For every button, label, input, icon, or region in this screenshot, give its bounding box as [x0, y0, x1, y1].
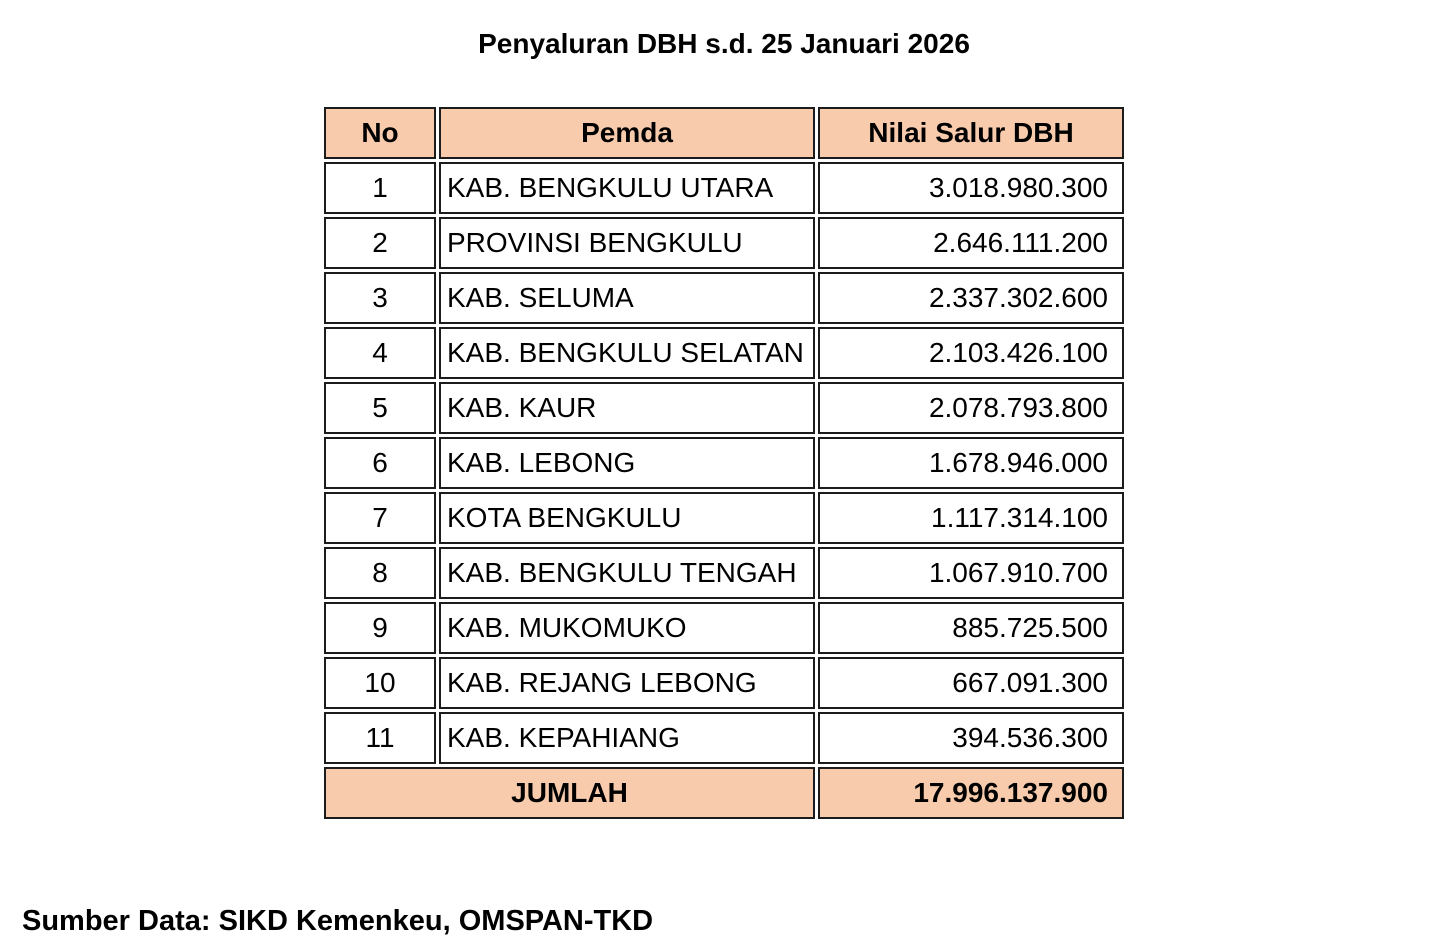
total-row: JUMLAH 17.996.137.900 [324, 767, 1124, 819]
cell-no: 9 [324, 602, 436, 654]
page-title: Penyaluran DBH s.d. 25 Januari 2026 [478, 28, 970, 59]
cell-no: 1 [324, 162, 436, 214]
cell-no: 7 [324, 492, 436, 544]
table-row: 7 KOTA BENGKULU 1.117.314.100 [324, 492, 1124, 544]
cell-nilai: 667.091.300 [818, 657, 1124, 709]
table-row: 8 KAB. BENGKULU TENGAH 1.067.910.700 [324, 547, 1124, 599]
table-row: 10 KAB. REJANG LEBONG 667.091.300 [324, 657, 1124, 709]
total-label: JUMLAH [324, 767, 815, 819]
table-row: 4 KAB. BENGKULU SELATAN 2.103.426.100 [324, 327, 1124, 379]
cell-pemda: KAB. REJANG LEBONG [439, 657, 815, 709]
table-header: No Pemda Nilai Salur DBH [324, 107, 1124, 159]
table-row: 1 KAB. BENGKULU UTARA 3.018.980.300 [324, 162, 1124, 214]
cell-pemda: KAB. LEBONG [439, 437, 815, 489]
cell-pemda: KAB. BENGKULU UTARA [439, 162, 815, 214]
cell-pemda: KAB. BENGKULU SELATAN [439, 327, 815, 379]
column-header-no: No [324, 107, 436, 159]
cell-pemda: KAB. KEPAHIANG [439, 712, 815, 764]
cell-pemda: KAB. KAUR [439, 382, 815, 434]
cell-no: 4 [324, 327, 436, 379]
column-header-nilai: Nilai Salur DBH [818, 107, 1124, 159]
cell-nilai: 2.103.426.100 [818, 327, 1124, 379]
cell-nilai: 394.536.300 [818, 712, 1124, 764]
cell-no: 11 [324, 712, 436, 764]
cell-nilai: 885.725.500 [818, 602, 1124, 654]
table-container: No Pemda Nilai Salur DBH 1 KAB. BENGKULU… [0, 104, 1448, 822]
cell-nilai: 1.678.946.000 [818, 437, 1124, 489]
cell-no: 5 [324, 382, 436, 434]
cell-pemda: KAB. MUKOMUKO [439, 602, 815, 654]
table-row: 9 KAB. MUKOMUKO 885.725.500 [324, 602, 1124, 654]
cell-nilai: 3.018.980.300 [818, 162, 1124, 214]
cell-pemda: KOTA BENGKULU [439, 492, 815, 544]
cell-nilai: 2.337.302.600 [818, 272, 1124, 324]
cell-no: 10 [324, 657, 436, 709]
table-row: 11 KAB. KEPAHIANG 394.536.300 [324, 712, 1124, 764]
table-row: 5 KAB. KAUR 2.078.793.800 [324, 382, 1124, 434]
cell-nilai: 1.067.910.700 [818, 547, 1124, 599]
cell-no: 2 [324, 217, 436, 269]
table-body: 1 KAB. BENGKULU UTARA 3.018.980.300 2 PR… [324, 162, 1124, 819]
table-row: 6 KAB. LEBONG 1.678.946.000 [324, 437, 1124, 489]
header-row: No Pemda Nilai Salur DBH [324, 107, 1124, 159]
cell-nilai: 1.117.314.100 [818, 492, 1124, 544]
cell-pemda: KAB. SELUMA [439, 272, 815, 324]
source-note: Sumber Data: SIKD Kemenkeu, OMSPAN-TKD [22, 905, 654, 937]
cell-nilai: 2.078.793.800 [818, 382, 1124, 434]
cell-nilai: 2.646.111.200 [818, 217, 1124, 269]
column-header-pemda: Pemda [439, 107, 815, 159]
cell-no: 6 [324, 437, 436, 489]
table-row: 2 PROVINSI BENGKULU 2.646.111.200 [324, 217, 1124, 269]
total-value: 17.996.137.900 [818, 767, 1124, 819]
table-row: 3 KAB. SELUMA 2.337.302.600 [324, 272, 1124, 324]
dbh-table: No Pemda Nilai Salur DBH 1 KAB. BENGKULU… [321, 104, 1127, 822]
cell-pemda: KAB. BENGKULU TENGAH [439, 547, 815, 599]
cell-no: 8 [324, 547, 436, 599]
cell-no: 3 [324, 272, 436, 324]
cell-pemda: PROVINSI BENGKULU [439, 217, 815, 269]
